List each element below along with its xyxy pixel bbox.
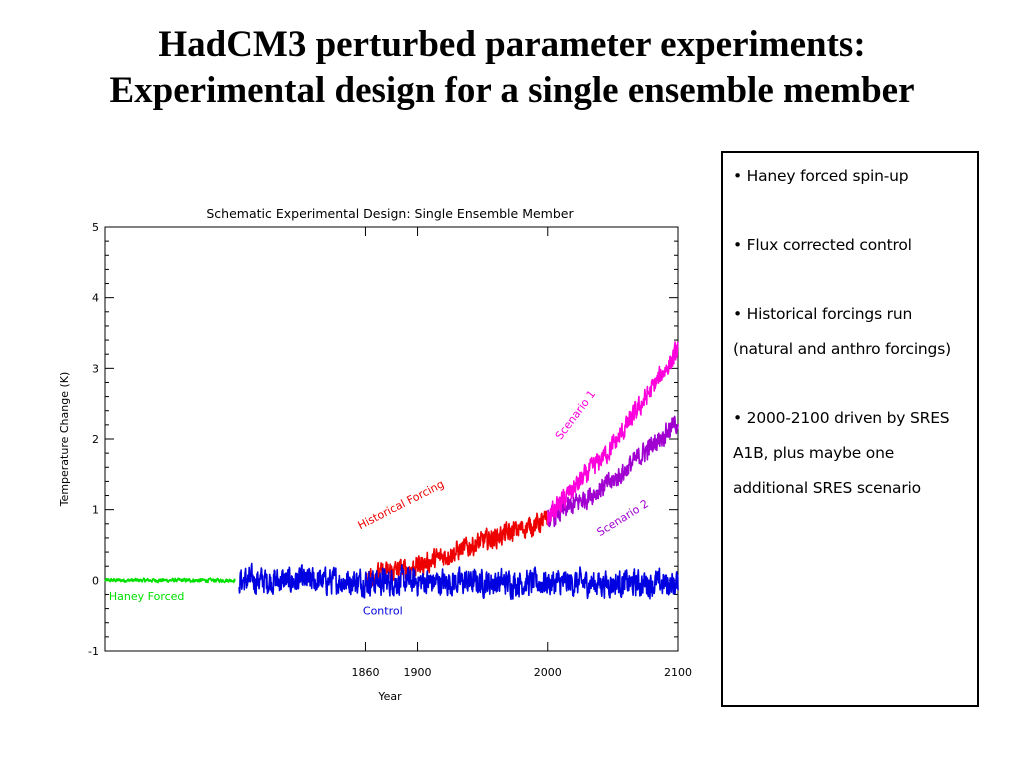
bullet-historical-forcings: • Historical forcings run (natural and a…: [733, 305, 951, 358]
series-line-haney-forced: [104, 577, 236, 584]
y-tick-label: 2: [92, 433, 99, 446]
series-layer: [104, 341, 679, 601]
annotation-haney-forced: Haney Forced: [109, 590, 185, 603]
x-axis-label: Year: [377, 690, 402, 703]
y-tick-label: 0: [92, 574, 99, 587]
slide-title-line-2: Experimental design for a single ensembl…: [109, 70, 915, 111]
series-line-control: [238, 562, 679, 601]
x-tick-label: 1860: [351, 666, 379, 679]
x-axis: 1860 1900 2000 2100: [351, 227, 692, 679]
bullet-flux-corrected-control: • Flux corrected control: [733, 236, 912, 254]
x-tick-label: 1900: [404, 666, 432, 679]
annotation-scenario-1: Scenario 1: [553, 388, 598, 442]
bullet-box: • Haney forced spin-up • Flux corrected …: [721, 151, 979, 707]
y-tick-label: 5: [92, 221, 99, 234]
y-tick-label: 1: [92, 504, 99, 517]
series-line-scenario-1: [547, 341, 679, 525]
bullet-sres-scenarios: • 2000-2100 driven by SRES A1B, plus may…: [733, 409, 950, 497]
slide-title-line-1: HadCM3 perturbed parameter experiments:: [158, 24, 866, 65]
y-tick-label: 4: [92, 292, 99, 305]
annotation-historical-forcing: Historical Forcing: [356, 477, 447, 532]
plot-frame: [104, 226, 679, 652]
temperature-chart: Schematic Experimental Design: Single En…: [58, 206, 692, 703]
x-tick-label: 2100: [664, 666, 692, 679]
chart-title: Schematic Experimental Design: Single En…: [206, 206, 574, 221]
series-line-scenario-2: [547, 415, 679, 528]
y-axis-label: Temperature Change (K): [58, 372, 71, 508]
y-tick-label: 3: [92, 362, 99, 375]
annotation-scenario-2: Scenario 2: [595, 497, 651, 539]
x-tick-label: 2000: [534, 666, 562, 679]
y-tick-label: -1: [88, 645, 99, 658]
annotation-control: Control: [363, 604, 403, 617]
series-line-historical-forcing: [364, 510, 549, 587]
bullet-haney-spin-up: • Haney forced spin-up: [733, 167, 909, 185]
slide-title: HadCM3 perturbed parameter experiments: …: [0, 22, 1024, 114]
